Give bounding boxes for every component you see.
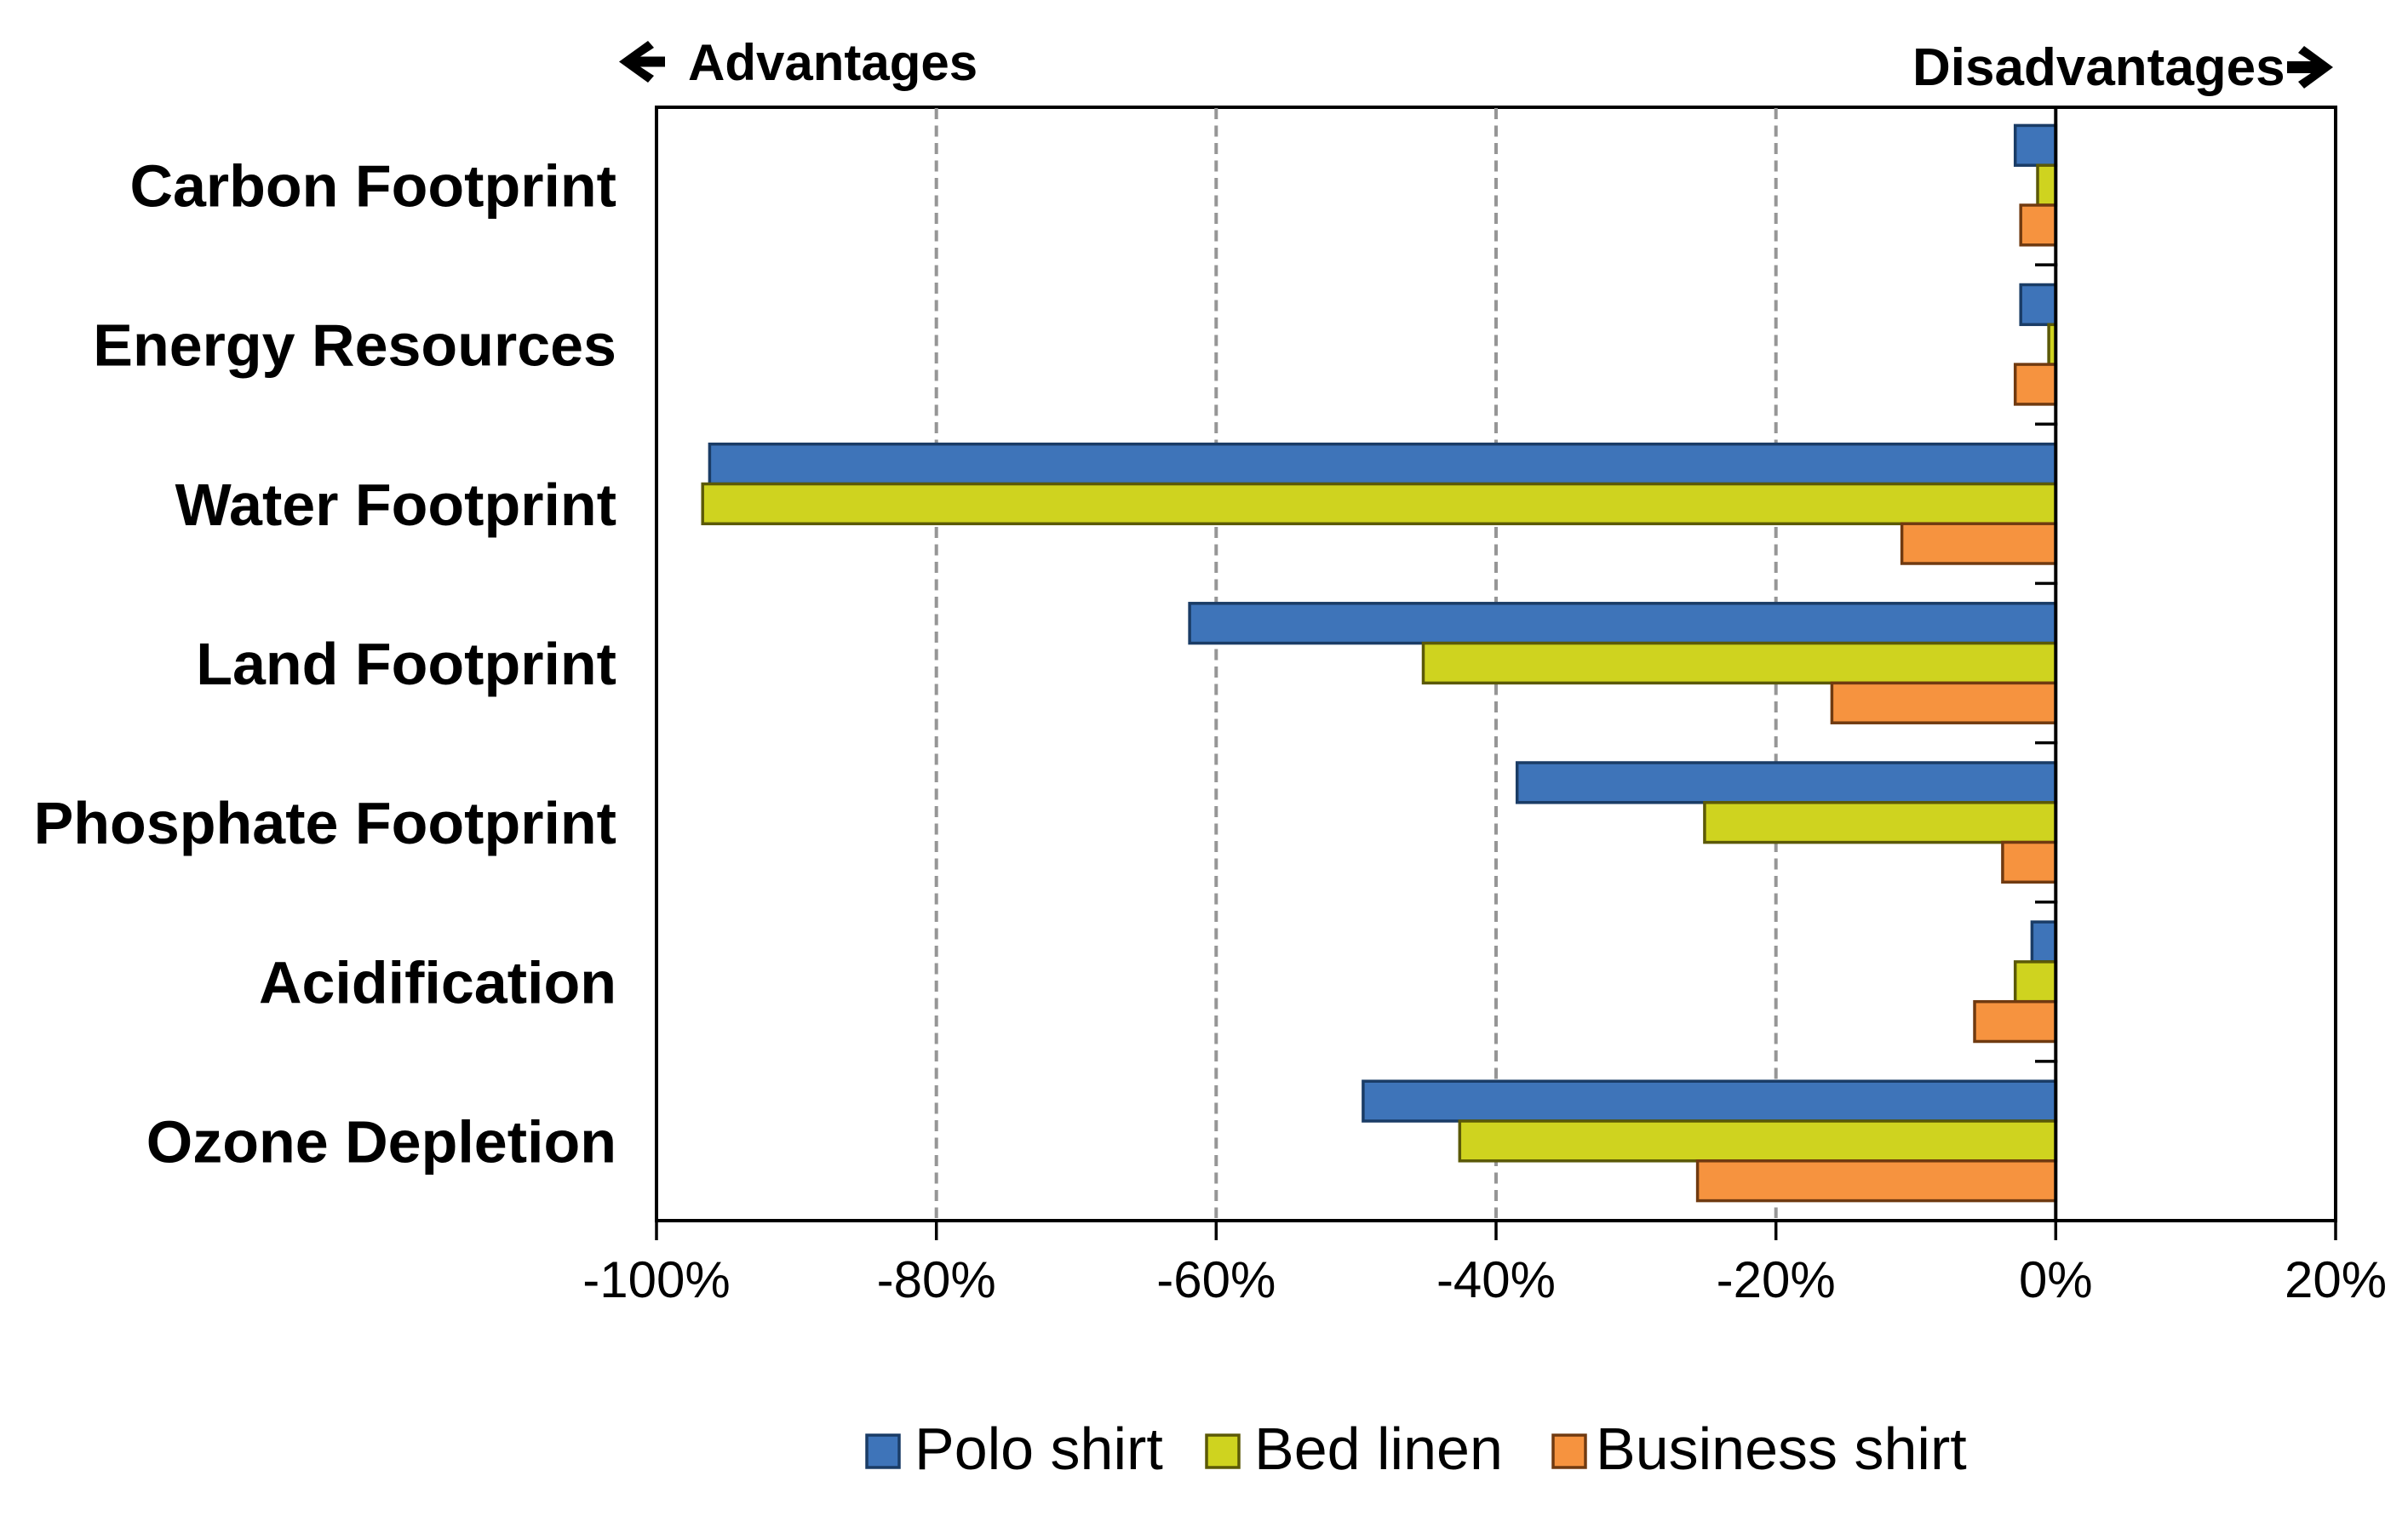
svg-text:-20%: -20% bbox=[1717, 1251, 1836, 1308]
svg-text:Business shirt: Business shirt bbox=[1596, 1416, 1967, 1482]
svg-text:Polo shirt: Polo shirt bbox=[914, 1416, 1163, 1482]
svg-text:Land Footprint: Land Footprint bbox=[196, 631, 616, 697]
svg-text:Disadvantages: Disadvantages bbox=[1912, 38, 2285, 97]
svg-text:Water Footprint: Water Footprint bbox=[175, 472, 616, 538]
svg-text:-60%: -60% bbox=[1156, 1251, 1276, 1308]
svg-text:20%: 20% bbox=[2285, 1251, 2387, 1308]
svg-text:-40%: -40% bbox=[1436, 1251, 1556, 1308]
svg-text:-100%: -100% bbox=[582, 1251, 730, 1308]
svg-text:Energy Resources: Energy Resources bbox=[93, 312, 616, 379]
svg-text:0%: 0% bbox=[2019, 1251, 2093, 1308]
svg-text:Acidification: Acidification bbox=[259, 949, 616, 1015]
svg-text:Bed linen: Bed linen bbox=[1254, 1416, 1503, 1482]
svg-text:Phosphate Footprint: Phosphate Footprint bbox=[34, 790, 616, 856]
svg-text:-80%: -80% bbox=[877, 1251, 996, 1308]
svg-text:Advantages: Advantages bbox=[688, 34, 978, 91]
svg-text:Carbon Footprint: Carbon Footprint bbox=[129, 153, 616, 220]
svg-text:Ozone Depletion: Ozone Depletion bbox=[146, 1108, 616, 1175]
